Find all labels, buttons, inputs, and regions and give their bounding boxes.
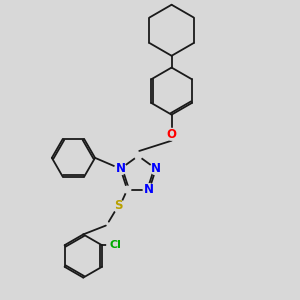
Text: Cl: Cl — [110, 240, 122, 250]
Circle shape — [113, 200, 124, 212]
Circle shape — [150, 163, 162, 175]
Circle shape — [107, 236, 124, 254]
Circle shape — [124, 186, 131, 193]
Circle shape — [166, 128, 178, 140]
Text: S: S — [114, 200, 123, 212]
Circle shape — [115, 163, 126, 175]
Text: O: O — [167, 128, 177, 141]
Circle shape — [135, 152, 142, 159]
Text: N: N — [116, 162, 125, 175]
Circle shape — [143, 184, 155, 196]
Text: N: N — [144, 183, 154, 196]
Text: N: N — [151, 162, 161, 175]
